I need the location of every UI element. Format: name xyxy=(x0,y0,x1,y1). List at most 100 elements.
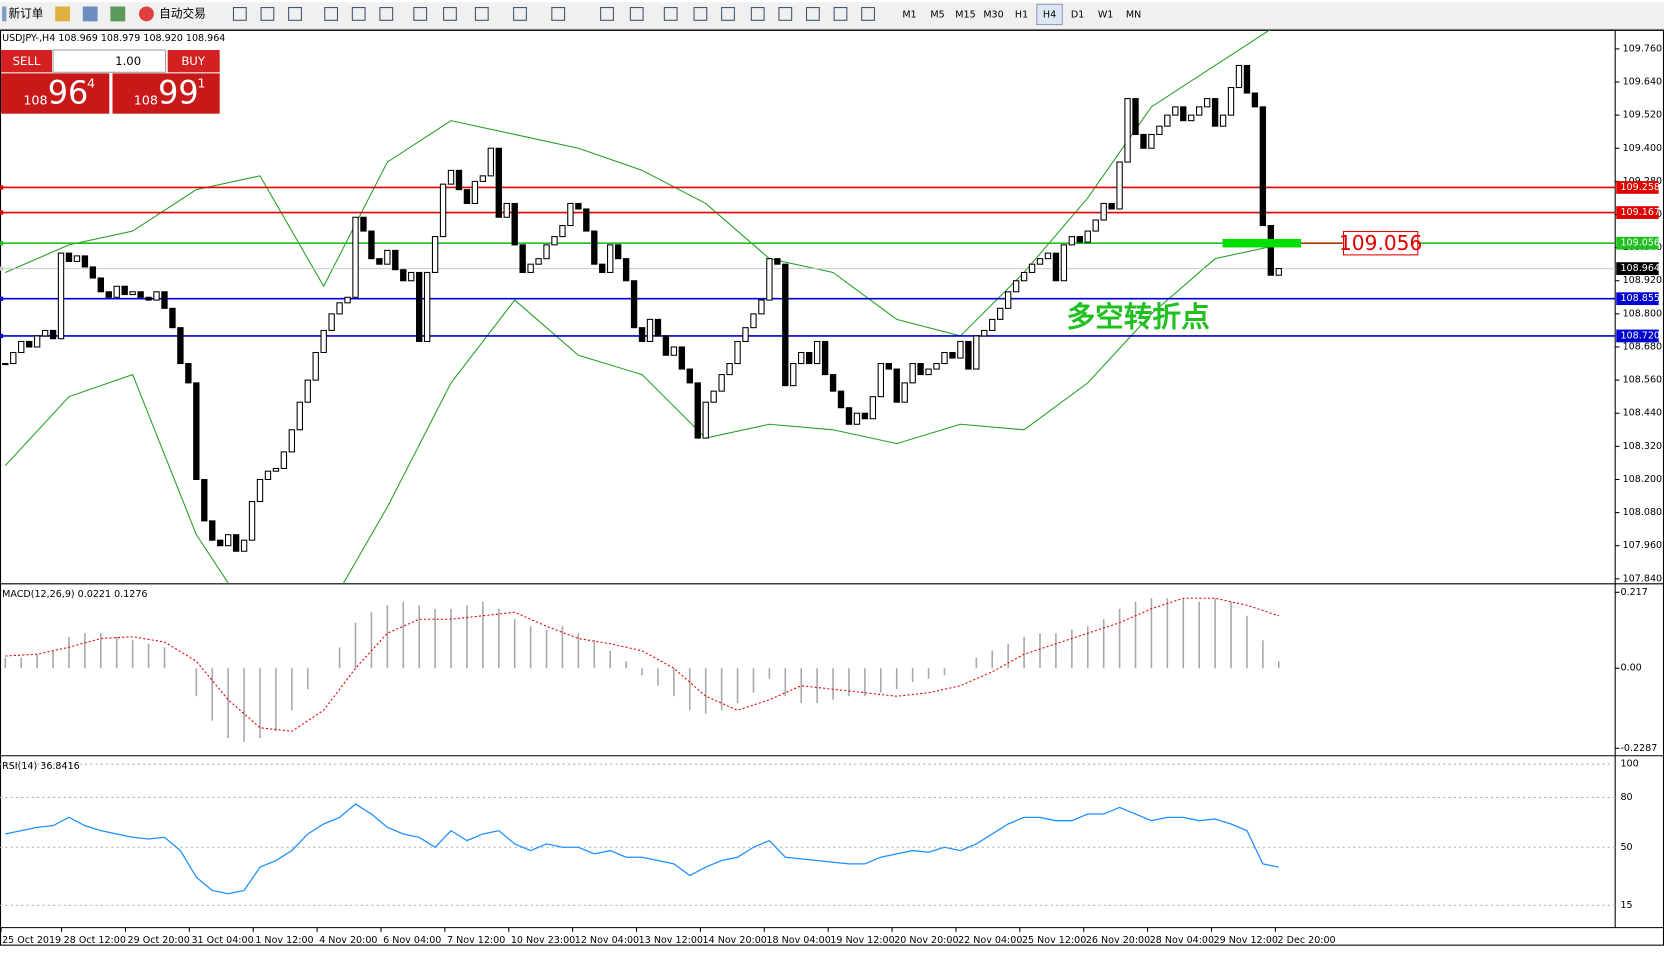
tool-icon[interactable] xyxy=(351,7,366,21)
candle xyxy=(1148,133,1155,149)
toolbar-auto-trading[interactable]: 自动交易 xyxy=(139,6,206,22)
tool-icon[interactable] xyxy=(443,7,457,21)
candle xyxy=(567,202,574,227)
timeframe[interactable]: MN xyxy=(1126,9,1141,20)
tool-icon[interactable] xyxy=(260,7,275,21)
buy-button[interactable] xyxy=(167,50,220,73)
tool-icon[interactable] xyxy=(324,7,339,21)
tool-icon[interactable] xyxy=(413,7,428,21)
level-label-box xyxy=(1616,181,1659,194)
candle xyxy=(861,412,869,420)
candle xyxy=(742,327,749,342)
candle xyxy=(607,244,614,273)
time-label: 7 Nov 12:00 xyxy=(447,935,505,946)
tool-icon[interactable] xyxy=(600,7,614,21)
tool-icon[interactable] xyxy=(474,7,489,21)
icon[interactable] xyxy=(82,6,98,22)
candle xyxy=(622,258,630,282)
tool-icon[interactable] xyxy=(778,7,793,21)
candle xyxy=(511,202,518,246)
candle xyxy=(559,225,566,238)
candle xyxy=(949,351,956,359)
candle xyxy=(97,277,105,293)
timeframe[interactable]: D1 xyxy=(1071,9,1084,20)
candle xyxy=(583,208,590,232)
candle xyxy=(18,340,25,354)
candle xyxy=(1243,64,1251,94)
candle xyxy=(1219,114,1227,127)
time-label: 6 Nov 04:00 xyxy=(383,935,441,946)
level-marker xyxy=(0,266,4,271)
price-tick-label: 108.680 xyxy=(1623,341,1662,352)
sell-label: SELL xyxy=(13,54,41,68)
icon[interactable] xyxy=(110,6,126,22)
candle xyxy=(312,351,319,381)
rsi-line xyxy=(5,803,1279,895)
timeframe[interactable]: M30 xyxy=(983,9,1003,20)
toolbar-new-order[interactable]: 新订单 xyxy=(2,6,44,22)
candle xyxy=(1156,125,1163,135)
price-tick-label: 108.080 xyxy=(1623,507,1662,518)
buy-main: 99 xyxy=(158,74,199,112)
tool-icon[interactable] xyxy=(833,7,848,21)
candle xyxy=(1076,236,1083,243)
sell-big: 108 xyxy=(23,93,47,108)
timeframe[interactable]: M1 xyxy=(902,9,916,20)
tool-icons: M1 M5 M15 M30 H1 H4 D1 W1 MN xyxy=(232,3,1141,26)
candle xyxy=(360,216,367,232)
candle xyxy=(296,401,303,431)
macd-label: MACD(12,26,9) 0.0221 0.1276 xyxy=(2,589,147,600)
candle xyxy=(774,258,781,265)
tool-icon[interactable] xyxy=(806,7,820,21)
time-label: 28 Oct 12:00 xyxy=(64,935,126,946)
tool-icon[interactable] xyxy=(721,7,735,21)
candle xyxy=(670,346,678,356)
candle xyxy=(161,291,168,309)
bollinger-band xyxy=(5,29,1271,337)
candle xyxy=(519,244,526,273)
tool-icon[interactable] xyxy=(379,7,394,21)
toolbar xyxy=(0,2,1664,28)
icon[interactable] xyxy=(55,6,71,22)
tool-icon[interactable] xyxy=(629,7,644,21)
candle xyxy=(65,252,73,262)
candle xyxy=(599,263,606,273)
tool-icon[interactable] xyxy=(551,7,566,21)
tool-icon[interactable] xyxy=(693,7,708,21)
label: 新订单 xyxy=(8,6,43,20)
buy-price-box[interactable] xyxy=(112,73,220,114)
candle xyxy=(1028,263,1036,273)
tool-icon[interactable] xyxy=(513,7,527,21)
level-label: 109.258 xyxy=(1620,182,1659,193)
tool-icon[interactable] xyxy=(288,7,302,21)
timeframe[interactable]: M15 xyxy=(955,9,975,20)
timeframe[interactable]: H4 xyxy=(1043,9,1056,20)
tool-icon[interactable] xyxy=(750,7,765,21)
candle xyxy=(1132,98,1139,135)
sell-price-box[interactable] xyxy=(1,73,110,114)
candle xyxy=(89,266,97,279)
candle xyxy=(551,236,558,246)
candle xyxy=(853,412,861,425)
price-tick-label: 109.400 xyxy=(1623,143,1662,154)
sell-button[interactable] xyxy=(1,50,52,73)
candle xyxy=(256,478,264,503)
candle xyxy=(933,363,940,370)
volume-box[interactable] xyxy=(52,49,167,73)
candle xyxy=(423,271,431,342)
macd-tick-label: 0.00 xyxy=(1620,663,1641,674)
tool-icon[interactable] xyxy=(861,7,875,21)
timeframe[interactable]: M5 xyxy=(930,9,944,20)
candle xyxy=(638,327,646,342)
tool-icon[interactable] xyxy=(663,7,678,21)
candle xyxy=(973,335,980,370)
timeframe[interactable]: H1 xyxy=(1015,9,1028,20)
time-label: 13 Nov 12:00 xyxy=(639,935,703,946)
tool-icon[interactable] xyxy=(232,7,247,21)
candle xyxy=(1251,92,1259,108)
time-label: 4 Nov 20:00 xyxy=(319,935,377,946)
candle xyxy=(1267,225,1274,276)
timeframe[interactable]: W1 xyxy=(1098,9,1114,20)
candle xyxy=(1211,98,1219,127)
bollinger-band xyxy=(4,244,1279,584)
